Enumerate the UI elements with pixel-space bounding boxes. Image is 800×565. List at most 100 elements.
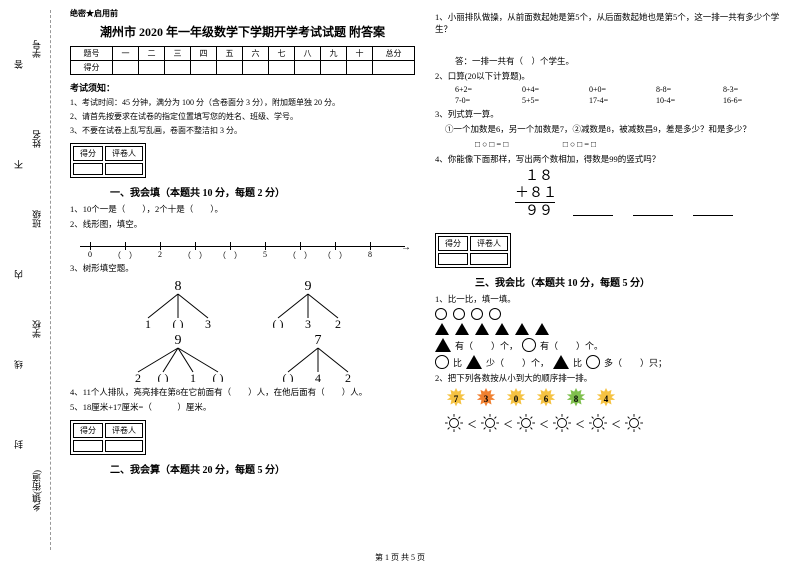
- fold-line: [50, 10, 51, 550]
- triangle-row: [435, 323, 780, 335]
- numline-label: （ ）: [218, 250, 242, 261]
- svg-text:( ): ( ): [282, 371, 293, 382]
- calc-item: 8-8=: [656, 85, 713, 94]
- exam-title: 潮州市 2020 年一年级数学下学期开学考试试题 附答案: [70, 23, 415, 40]
- triangle-icon: [455, 323, 469, 335]
- sun-icon: [625, 414, 643, 432]
- score-col: 七: [269, 47, 295, 61]
- score-row-label: 得分: [71, 61, 113, 75]
- section-scorebox: 得分评卷人: [70, 143, 146, 178]
- score-col: 六: [243, 47, 269, 61]
- svg-text:( ): ( ): [157, 371, 168, 382]
- number-line: → 0 （ ） 2 （ ） （ ） 5 （ ） （ ） 8: [70, 234, 415, 258]
- score-col: 五: [217, 47, 243, 61]
- numline-label: （ ）: [288, 250, 312, 261]
- burst-badge: 6: [535, 388, 557, 410]
- question: 5、18厘米+17厘米=（ ）厘米。: [70, 401, 415, 413]
- triangle-icon: [435, 338, 451, 352]
- notice-heading: 考试须知：: [70, 81, 415, 94]
- page-content: 绝密★启用前 潮州市 2020 年一年级数学下学期开学考试试题 附答案 题号 一…: [60, 8, 790, 548]
- svg-text:8: 8: [174, 279, 181, 294]
- triangle-icon: [515, 323, 529, 335]
- svg-text:2: 2: [135, 371, 141, 382]
- sun-order-row: ＜＜＜＜＜: [445, 414, 780, 432]
- less-than-icon: ＜: [503, 416, 513, 431]
- question: 3、树形填空题。: [70, 262, 415, 274]
- burst-row: 730684: [445, 388, 780, 410]
- circle-icon: [586, 355, 600, 369]
- tree-row: 8 1 ( ) 3 9 ( ) 3 2: [70, 278, 415, 328]
- question: 2、口算(20以下计算题)。: [435, 70, 780, 82]
- stub-label: 学校: [30, 320, 43, 338]
- circle-icon: [522, 338, 536, 352]
- compare-line: 有（ ）个， 有（ ）个。: [435, 338, 780, 352]
- numline-label: （ ）: [113, 250, 137, 261]
- calc-item: 5+5=: [522, 96, 579, 105]
- stub-mark: 不: [12, 160, 25, 169]
- secret-mark: 绝密★启用前: [70, 8, 415, 19]
- scorebox-label: 评卷人: [470, 236, 508, 251]
- triangle-icon: [535, 323, 549, 335]
- sun-icon: [553, 414, 571, 432]
- calc-item: 16-6=: [723, 96, 780, 105]
- svg-text:3: 3: [305, 317, 311, 328]
- section-1-title: 一、我会填（本题共 10 分，每题 2 分）: [110, 184, 415, 199]
- addend: １８: [515, 168, 780, 185]
- question: 2、把下列各数按从小到大的顺序排一排。: [435, 372, 780, 384]
- sun-icon: [481, 414, 499, 432]
- stub-mark: 线: [12, 360, 25, 369]
- svg-text:9: 9: [174, 333, 181, 348]
- vertical-addition: １８ ＋８１ ９９: [515, 168, 780, 219]
- scorebox-label: 评卷人: [105, 423, 143, 438]
- right-column: 1、小丽排队做操，从前面数起她是第5个，从后面数起她也是第5个，这一排一共有多少…: [425, 8, 790, 548]
- calc-grid: 6+2= 0+4= 0+0= 8-8= 8-3= 7-0= 5+5= 17-4=…: [455, 85, 780, 105]
- question: 3、列式算一算。: [435, 108, 780, 120]
- tree-diagram: 9 2 ( ) 1 ( ): [123, 332, 233, 382]
- question-sub: ①一个加数是6，另一个加数是7，②减数是8，被减数昌9，差是多少？和是多少？: [445, 123, 780, 135]
- score-col: 四: [191, 47, 217, 61]
- score-col: 九: [321, 47, 347, 61]
- score-table: 题号 一 二 三 四 五 六 七 八 九 十 总分 得分: [70, 46, 415, 75]
- question: 1、小丽排队做操，从前面数起她是第5个，从后面数起她也是第5个，这一排一共有多少…: [435, 11, 780, 35]
- burst-badge: 7: [445, 388, 467, 410]
- question: 1、10个一是（ ），2个十是（ ）。: [70, 203, 415, 215]
- notice-item: 3、不要在试卷上乱写乱画，卷面不整洁扣 3 分。: [70, 125, 415, 136]
- text: 少（ ）个，: [486, 356, 549, 369]
- triangle-icon: [495, 323, 509, 335]
- text: 有（ ）个。: [540, 339, 603, 352]
- text: 比: [573, 356, 582, 369]
- sun-icon: [589, 414, 607, 432]
- scorebox-label: 得分: [73, 146, 103, 161]
- triangle-icon: [553, 355, 569, 369]
- section-scorebox: 得分评卷人: [435, 233, 511, 268]
- circle-icon: [489, 308, 501, 320]
- triangle-icon: [475, 323, 489, 335]
- calc-item: 0+4=: [522, 85, 579, 94]
- svg-text:( ): ( ): [172, 317, 183, 328]
- text: 比: [453, 356, 462, 369]
- svg-text:( ): ( ): [212, 371, 223, 382]
- scorebox-label: 得分: [438, 236, 468, 251]
- section-3-title: 三、我会比（本题共 10 分，每题 5 分）: [475, 274, 780, 289]
- tree-diagram: 8 1 ( ) 3: [133, 278, 223, 328]
- numline-label: （ ）: [323, 250, 347, 261]
- page-footer: 第 1 页 共 5 页: [0, 552, 800, 563]
- calc-item: 17-4=: [589, 96, 646, 105]
- burst-badge: 4: [595, 388, 617, 410]
- equation-blanks: □○□=□ □○□=□: [475, 138, 780, 150]
- burst-badge: 0: [505, 388, 527, 410]
- circle-icon: [453, 308, 465, 320]
- burst-badge: 8: [565, 388, 587, 410]
- question: 2、线形图，填空。: [70, 218, 415, 230]
- triangle-icon: [435, 323, 449, 335]
- score-col: 总分: [373, 47, 415, 61]
- svg-text:2: 2: [335, 317, 341, 328]
- svg-text:9: 9: [304, 279, 311, 294]
- numline-label: （ ）: [183, 250, 207, 261]
- score-col: 三: [165, 47, 191, 61]
- notice-item: 2、请首先按要求在试卷的指定位置填写您的姓名、班级、学号。: [70, 111, 415, 122]
- svg-text:1: 1: [145, 317, 151, 328]
- sum: ９９: [515, 203, 553, 220]
- score-col: 题号: [71, 47, 113, 61]
- answer-line: 答：一排一共有（ ）个学生。: [455, 55, 780, 67]
